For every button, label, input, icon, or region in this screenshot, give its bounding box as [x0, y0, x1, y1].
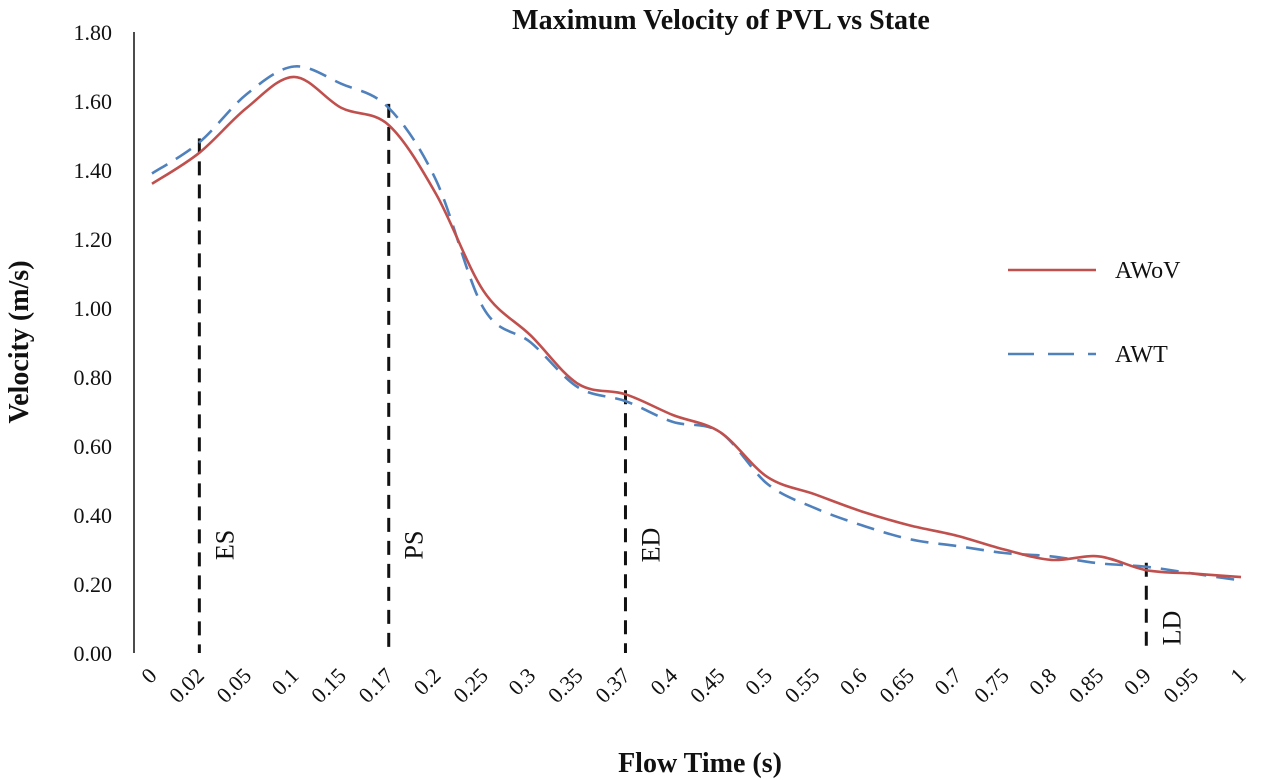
y-tick-label: 0.60 — [74, 434, 113, 459]
x-axis-title: Flow Time (s) — [618, 748, 782, 779]
x-tick-label: 0.45 — [685, 663, 730, 708]
y-tick-label: 0.40 — [74, 503, 113, 528]
y-tick-label: 1.40 — [74, 158, 113, 183]
x-tick-label: 0.15 — [306, 663, 351, 708]
x-tick-label: 0.2 — [408, 663, 445, 700]
x-tick-label: 0.65 — [874, 663, 919, 708]
y-tick-label: 1.80 — [74, 20, 113, 45]
x-tick-label: 0.8 — [1024, 663, 1061, 700]
y-tick-label: 0.80 — [74, 365, 113, 390]
x-tick-label: 0.05 — [211, 663, 256, 708]
x-tick-label: 0.1 — [266, 663, 303, 700]
series-line-awt — [151, 65, 1242, 582]
y-tick-label: 0.00 — [74, 641, 113, 666]
x-tick-label: 0.17 — [353, 663, 398, 708]
x-tick-label: 0.9 — [1119, 663, 1156, 700]
y-tick-label: 1.60 — [74, 89, 113, 114]
y-tick-label: 1.20 — [74, 227, 113, 252]
x-tick-label: 0.35 — [543, 663, 588, 708]
phase-marker-label: PS — [400, 531, 429, 560]
x-tick-label: 0.7 — [929, 663, 966, 700]
legend: AWoV AWT — [1008, 258, 1181, 368]
y-tick-label: 0.20 — [74, 572, 113, 597]
phase-marker-label: ES — [210, 530, 239, 560]
x-tick-label: 0.6 — [835, 663, 872, 700]
y-axis-title: Velocity (m/s) — [4, 260, 35, 423]
phase-marker-label: ED — [636, 528, 665, 563]
series-line-awov — [151, 75, 1242, 579]
x-tick-label: 0.02 — [164, 663, 209, 708]
legend-label: AWoV — [1115, 258, 1181, 284]
legend-label: AWT — [1115, 342, 1168, 368]
x-tick-label: 0.75 — [969, 663, 1014, 708]
x-tick-label: 0.95 — [1158, 663, 1203, 708]
series-lines — [151, 65, 1242, 582]
x-tick-label: 0.5 — [740, 663, 777, 700]
phase-markers: ES PS ED LD — [197, 103, 1186, 653]
x-axis-ticks: 0 0.02 0.05 0.1 0.15 0.17 0.2 0.25 0.3 0.35 0.37 0.… — [136, 663, 1250, 708]
x-tick-label: 0.4 — [645, 663, 682, 700]
x-tick-label: 0.55 — [780, 663, 825, 708]
y-axis-ticks: 0.00 0.20 0.40 0.60 0.80 1.00 1.20 1.40 1.60 1.80 — [74, 20, 113, 666]
phase-marker-label: LD — [1157, 611, 1186, 646]
x-tick-label: 0.3 — [503, 663, 540, 700]
x-tick-label: 0.37 — [590, 663, 635, 708]
x-tick-label: 0.25 — [448, 663, 493, 708]
x-tick-label: 0 — [136, 663, 161, 688]
chart-title: Maximum Velocity of PVL vs State — [512, 5, 930, 36]
x-tick-label: 0.85 — [1064, 663, 1109, 708]
x-tick-label: 1 — [1225, 663, 1250, 688]
y-tick-label: 1.00 — [74, 296, 113, 321]
